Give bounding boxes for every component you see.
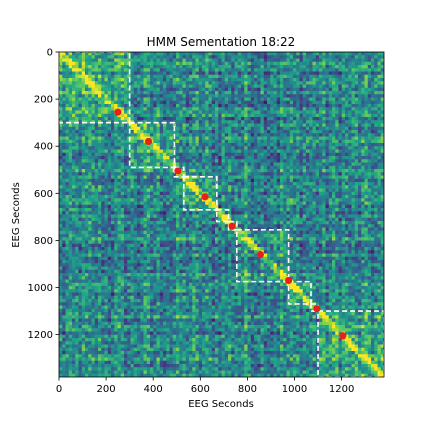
segment-markers <box>114 108 347 340</box>
segment-marker-2 <box>174 167 182 175</box>
y-axis-label: EEG Seconds <box>11 182 22 248</box>
segment-marker-1 <box>144 137 153 146</box>
x-tick-label: 1000 <box>282 384 307 395</box>
segment-box-1 <box>128 121 176 169</box>
segment-boundaries <box>59 52 384 377</box>
segment-box-3 <box>183 176 218 211</box>
y-tick-label: 200 <box>34 95 53 106</box>
y-tick-label: 1200 <box>28 330 53 341</box>
segment-marker-3 <box>201 193 209 201</box>
y-tick-label: 1000 <box>28 283 53 294</box>
x-tick-label: 800 <box>238 384 257 395</box>
y-tick-label: 800 <box>34 236 53 247</box>
x-tick-label: 200 <box>97 384 116 395</box>
y-tick-label: 400 <box>34 142 53 153</box>
segment-box-2 <box>173 166 185 178</box>
plot-area <box>58 51 385 378</box>
chart-title: HMM Sementation 18:22 <box>147 35 296 49</box>
segment-box-7 <box>287 280 312 305</box>
plot-frame <box>58 51 385 378</box>
x-axis-label: EEG Seconds <box>188 399 254 410</box>
x-tick-label: 1200 <box>329 384 354 395</box>
y-tick-label: 0 <box>47 48 53 59</box>
similarity-heatmap <box>59 52 384 377</box>
segment-marker-5 <box>256 250 264 259</box>
x-axis: 0 200 400 600 800 1000 1200 <box>56 377 354 395</box>
segment-box-0 <box>59 52 131 124</box>
y-tick-label: 600 <box>34 189 53 200</box>
x-tick-label: 400 <box>144 384 163 395</box>
x-tick-label: 600 <box>191 384 210 395</box>
x-tick-label: 0 <box>56 384 62 395</box>
segment-marker-7 <box>313 305 321 313</box>
segment-marker-4 <box>228 222 236 230</box>
segment-marker-0 <box>114 108 122 116</box>
segment-box-6 <box>236 229 290 283</box>
segment-box-9 <box>317 310 384 377</box>
segment-marker-8 <box>339 332 347 340</box>
y-axis: 0 200 400 600 800 1000 1200 <box>28 48 59 341</box>
segment-box-4 <box>215 208 230 223</box>
segment-marker-6 <box>285 276 293 285</box>
